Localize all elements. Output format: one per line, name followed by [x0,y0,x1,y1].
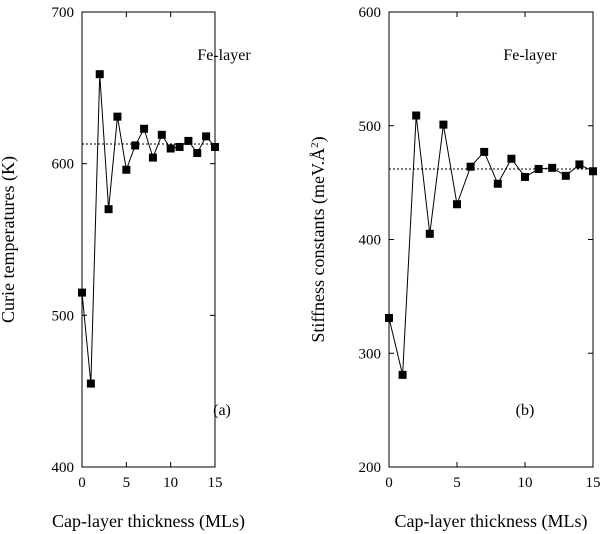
y-axis-label: Stiffness constants (meV.Å2) [308,136,329,342]
data-point [412,111,421,120]
data-point [466,162,475,171]
x-tick-label: 15 [208,475,223,491]
data-point [113,112,122,121]
data-point [493,179,502,188]
data-point [104,205,113,214]
data-point [398,370,407,379]
data-point [548,163,557,172]
annotation-fe-layer: Fe-layer [503,47,557,64]
series-line [81,74,216,384]
data-point [166,144,175,153]
x-axis-label: Cap-layer thickness (MLs) [395,511,588,532]
data-point [521,172,529,181]
data-point [575,160,584,169]
x-tick-label: 0 [385,475,393,491]
data-point [211,142,219,151]
data-point [453,200,461,209]
data-point [140,124,149,133]
data-point [425,229,434,238]
y-tick-label: 400 [52,460,75,476]
y-tick-label: 500 [359,119,382,135]
data-point [86,379,95,388]
data-point [122,165,131,174]
x-axis-label: Cap-layer thickness (MLs) [52,511,245,532]
annotation-panel-tag: (b) [516,402,535,419]
data-point [507,154,516,163]
data-point [184,136,193,145]
annotation-fe-layer: Fe-layer [197,47,251,64]
y-tick-label: 300 [359,346,382,362]
data-point [561,171,570,180]
data-point [534,164,543,173]
y-tick-label: 200 [359,460,382,476]
y-tick-label: 600 [359,5,382,21]
data-point [385,313,393,322]
x-tick-label: 10 [518,475,533,491]
y-tick-label: 500 [52,308,75,324]
y-tick-label: 700 [52,5,75,21]
x-tick-label: 10 [163,475,178,491]
data-point [148,153,157,162]
data-point [589,167,597,176]
plot-frame [81,11,216,468]
panel-a: 0 5 10 15 400 500 600 700 Fe-layer (a) Cap-layer t… [0,5,251,532]
data-point [202,132,211,141]
data-point [95,70,104,79]
x-tick-label: 0 [78,475,86,491]
y-tick-label: 600 [52,157,75,173]
data-point [480,147,489,156]
data-point [193,149,202,158]
x-tick-label: 15 [586,475,601,491]
annotation-panel-tag: (a) [213,402,231,419]
y-tick-label: 400 [359,233,382,249]
y-axis-label: Curie temperatures (K) [0,156,19,323]
data-point [175,142,184,151]
data-point [131,141,140,150]
data-point [439,120,448,129]
x-tick-label: 5 [453,475,461,491]
plot-frame [388,11,594,468]
data-point [157,130,166,139]
panel-b: 0 5 10 15 200 300 400 500 600 Fe-layer (b) Cap-laye… [308,5,601,532]
series-line [388,115,594,375]
x-tick-label: 5 [123,475,131,491]
data-point [78,288,86,297]
